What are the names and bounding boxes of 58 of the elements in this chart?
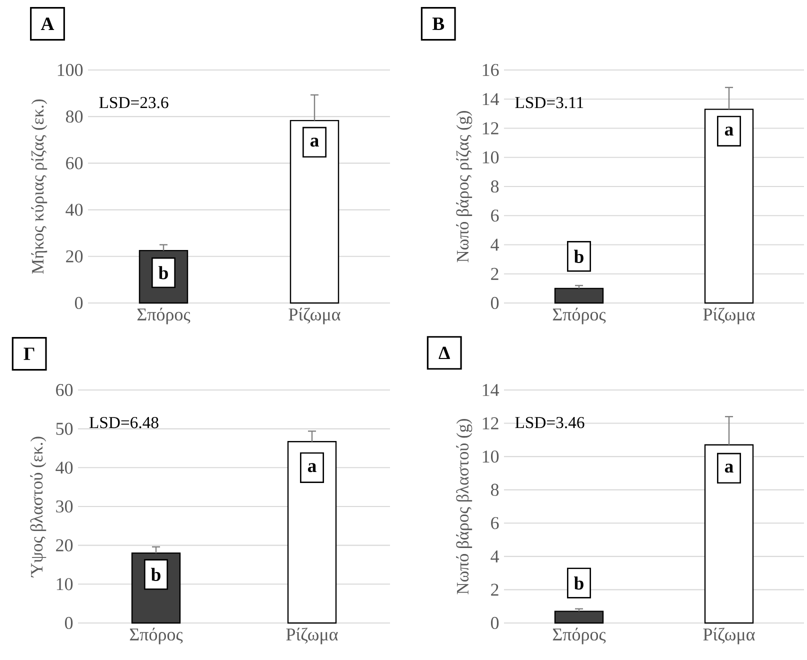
y-tick-label: 100 [58,64,83,76]
y-tick-label: 0 [490,296,499,310]
y-tick-label: 0 [490,616,499,630]
y-tick-label: 80 [66,110,83,123]
y-tick-label: 14 [482,93,500,106]
y-tick-label: 4 [490,238,500,251]
annotation: a [308,463,316,472]
x-tick-label: Σπόρος [137,308,190,324]
y-axis-title: Μήκος κύριας ρίζας (εκ.) [31,99,48,274]
y-tick-label: 8 [490,484,499,496]
chart-title: B [432,18,444,30]
y-tick-label: 2 [491,268,498,280]
annotation: b [574,250,584,263]
annotation: a [310,138,319,147]
annotation: b [151,568,160,582]
annotation: LSD=23.6 [99,96,168,108]
x-tick-label: Ρίζωμα [288,308,340,324]
y-tick-label: 60 [56,384,73,396]
chart-title: Γ [24,348,34,360]
y-axis-title: Ύψος βλαστού (εκ.) [30,436,46,578]
y-tick-label: 20 [66,250,83,262]
annotation: LSD=3.46 [515,416,584,428]
y-tick-label: 0 [64,616,73,630]
y-tick-label: 8 [490,180,499,193]
annotation: LSD=6.48 [89,416,158,428]
y-tick-label: 6 [491,210,499,222]
y-tick-label: 10 [482,151,499,164]
annotation: LSD=3.11 [515,96,584,108]
x-tick-label: Ρίζωμα [703,628,755,644]
y-tick-label: 10 [482,450,499,463]
annotation: a [724,464,734,473]
chart-title: A [40,18,54,30]
x-tick-label: Σπόρος [552,628,606,644]
y-tick-label: 40 [66,204,83,216]
x-tick-label: Σπόρος [130,628,183,644]
y-axis-title: Νωπό βάρος ρίζας (g) [456,111,472,262]
y-tick-label: 30 [56,500,73,513]
annotation: a [724,126,734,136]
y-tick-label: 2 [491,584,498,596]
y-tick-label: 14 [482,384,500,396]
x-tick-label: Ρίζωμα [703,308,755,324]
y-tick-label: 12 [482,417,498,430]
y-axis-title: Νωπό βάρος βλαστού (g) [456,419,472,594]
annotation: b [158,266,168,280]
y-tick-label: 40 [56,462,73,474]
y-tick-label: 16 [482,64,499,76]
chart-title: Δ [438,346,450,360]
y-tick-label: 0 [74,296,83,310]
y-tick-label: 10 [56,578,73,590]
y-tick-label: 50 [56,422,73,435]
x-tick-label: Σπόρος [552,308,606,324]
y-tick-label: 6 [491,517,499,530]
y-tick-label: 20 [56,539,73,552]
x-tick-label: Ρίζωμα [286,628,338,644]
y-tick-label: 12 [482,122,498,134]
annotation: b [574,576,584,590]
y-tick-label: 60 [66,157,83,170]
y-tick-label: 4 [490,550,500,562]
